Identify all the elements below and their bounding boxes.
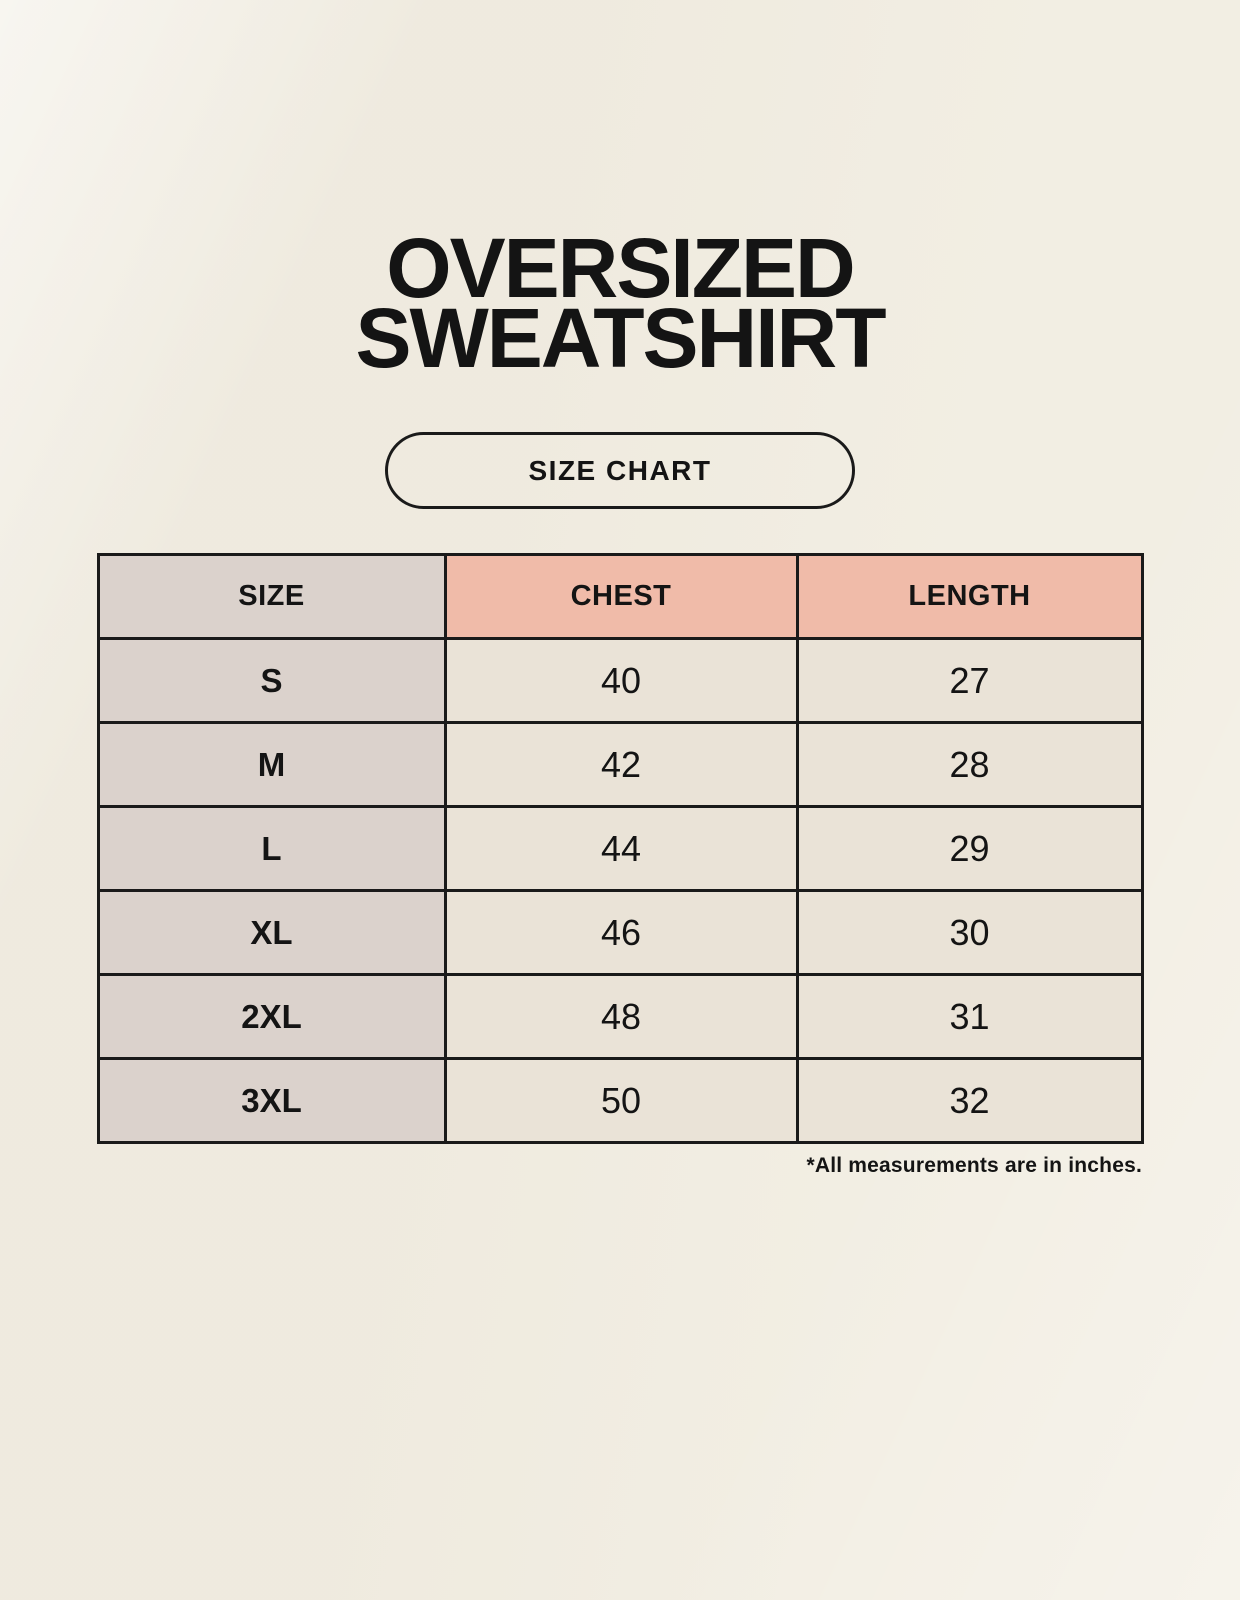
- size-cell: S: [96, 637, 447, 724]
- table-row: 2XL 48 31: [96, 973, 1144, 1060]
- length-value-cell: 29: [795, 805, 1144, 892]
- size-chart-badge-label: SIZE CHART: [528, 454, 712, 486]
- column-header-length: LENGTH: [795, 553, 1144, 640]
- size-cell: L: [96, 805, 447, 892]
- page-title: OVERSIZED SWEATSHIRT: [0, 0, 1240, 385]
- measurements-footnote: *All measurements are in inches.: [806, 1154, 1142, 1177]
- chest-value-cell: 48: [443, 973, 799, 1060]
- column-header-chest: CHEST: [443, 553, 799, 640]
- chest-value-cell: 50: [443, 1057, 799, 1144]
- size-chart-badge: SIZE CHART: [385, 432, 855, 509]
- length-value-cell: 30: [795, 889, 1144, 976]
- size-chart-table-body: S 40 27 M 42 28 L 44 29 XL 46 30 2XL 48 31 3XL 50 32: [96, 637, 1144, 1144]
- column-header-size: SIZE: [96, 553, 447, 640]
- table-row: 3XL 50 32: [96, 1057, 1144, 1144]
- size-cell: M: [96, 721, 447, 808]
- table-row: M 42 28: [96, 721, 1144, 808]
- table-row: L 44 29: [96, 805, 1144, 892]
- size-cell: 3XL: [96, 1057, 447, 1144]
- size-cell: 2XL: [96, 973, 447, 1060]
- length-value-cell: 28: [795, 721, 1144, 808]
- chest-value-cell: 44: [443, 805, 799, 892]
- page-title-line-1: OVERSIZED: [386, 221, 855, 315]
- length-value-cell: 32: [795, 1057, 1144, 1144]
- page-title-line-2: SWEATSHIRT: [355, 291, 886, 385]
- table-header-row: SIZE CHEST LENGTH: [96, 553, 1144, 640]
- size-chart-table: SIZE CHEST LENGTH S 40 27 M 42 28 L 44 29 XL 46 30 2…: [96, 553, 1144, 1144]
- table-row: S 40 27: [96, 637, 1144, 724]
- chest-value-cell: 40: [443, 637, 799, 724]
- length-value-cell: 27: [795, 637, 1144, 724]
- chest-value-cell: 46: [443, 889, 799, 976]
- size-cell: XL: [96, 889, 447, 976]
- chest-value-cell: 42: [443, 721, 799, 808]
- table-row: XL 46 30: [96, 889, 1144, 976]
- length-value-cell: 31: [795, 973, 1144, 1060]
